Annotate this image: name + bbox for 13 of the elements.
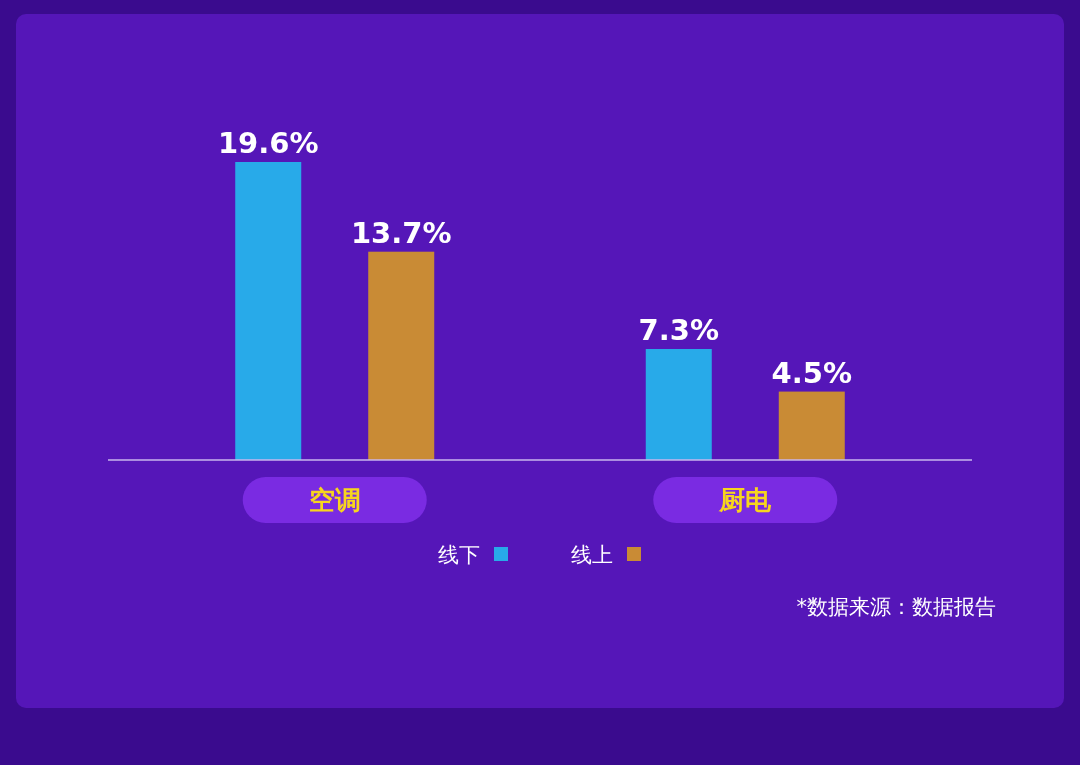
data-label: 4.5% xyxy=(771,355,852,390)
data-label: 19.6% xyxy=(217,126,319,160)
bar xyxy=(778,391,845,460)
data-label: 7.3% xyxy=(638,313,719,348)
bar xyxy=(235,162,302,460)
bar xyxy=(368,251,435,460)
data-label: 13.7% xyxy=(350,215,452,250)
legend-label: 线上 xyxy=(571,543,613,567)
bar xyxy=(645,349,712,460)
x-tick-label: 厨电 xyxy=(718,485,773,515)
legend-label: 线下 xyxy=(438,543,480,567)
x-tick-label: 空调 xyxy=(308,485,361,515)
text: *数据来源：数据报告 xyxy=(796,595,996,619)
